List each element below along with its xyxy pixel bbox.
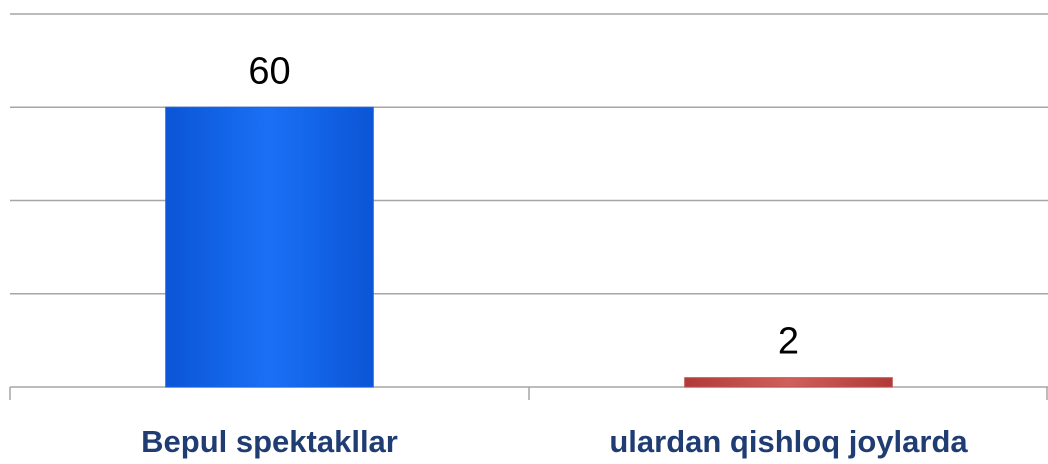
bar <box>684 377 893 388</box>
bar <box>165 106 374 388</box>
x-tick-label: Bepul spektakllar <box>141 424 398 459</box>
data-label: 60 <box>248 50 290 92</box>
x-tick-label: ulardan qishloq joylarda <box>609 424 968 459</box>
data-label: 2 <box>778 321 799 363</box>
